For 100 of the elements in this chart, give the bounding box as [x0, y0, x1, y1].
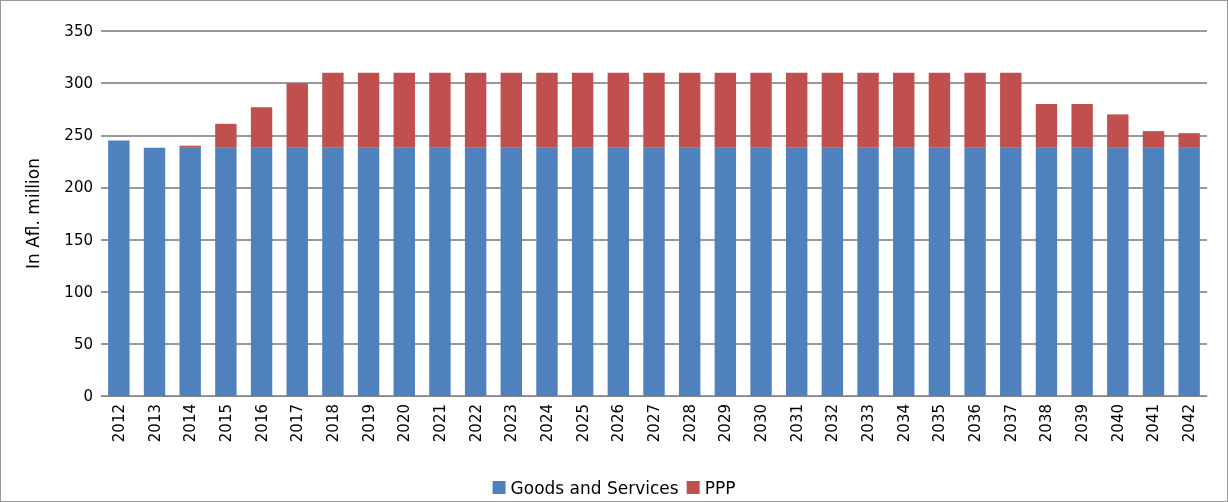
x-tick-label: 2034: [894, 404, 913, 443]
bar: [143, 147, 166, 396]
bar: [286, 147, 308, 396]
bar: [393, 147, 415, 396]
x-tick-label: 2029: [716, 404, 735, 443]
bar: [1107, 147, 1129, 396]
y-tick-label: 100: [64, 282, 93, 301]
bar: [1178, 147, 1200, 396]
bar: [357, 147, 380, 396]
bar: [857, 147, 879, 396]
x-tick-label: 2027: [645, 404, 663, 443]
x-tick-label: 2033: [859, 404, 878, 443]
x-tick-label: 2030: [752, 404, 771, 443]
x-tick-label: 2026: [609, 404, 628, 443]
x-tick-label: 2021: [430, 404, 449, 443]
bar: [714, 72, 737, 148]
bar: [179, 145, 201, 148]
bar: [678, 72, 701, 148]
bar: [893, 147, 915, 396]
bar: [1142, 131, 1165, 148]
x-tick-label: 2036: [966, 404, 985, 443]
bar: [714, 147, 737, 396]
bar: [786, 147, 808, 396]
bar: [571, 147, 594, 396]
bar: [928, 147, 951, 396]
x-tick-label: 2024: [537, 404, 556, 443]
x-tick-label: 2035: [930, 404, 949, 443]
x-tick-label: 2041: [1144, 404, 1163, 443]
bar: [429, 72, 451, 148]
bar: [250, 107, 273, 148]
bar: [821, 72, 844, 148]
x-tick-label: 2014: [181, 404, 200, 443]
x-tick-label: 2042: [1180, 404, 1199, 443]
bar: [500, 147, 522, 396]
bar: [750, 147, 772, 396]
x-tick-label: 2018: [323, 404, 342, 443]
bar: [571, 72, 594, 148]
x-tick-label: 2019: [359, 404, 378, 443]
x-tick-label: 2031: [787, 404, 806, 443]
x-tick-label: 2020: [395, 404, 414, 443]
bar: [536, 147, 558, 396]
x-tick-label: 2040: [1108, 404, 1127, 443]
bar: [1000, 72, 1022, 148]
x-tick-label: 2023: [502, 404, 521, 443]
bar: [643, 147, 665, 396]
bar: [1178, 133, 1200, 148]
bar: [928, 72, 951, 148]
x-tick-label: 2025: [573, 404, 592, 443]
bar: [1071, 104, 1093, 148]
bar: [643, 72, 665, 148]
x-tick-label: 2022: [466, 404, 485, 443]
bar: [964, 147, 986, 396]
bar: [1035, 104, 1058, 148]
bar: [108, 140, 130, 396]
bar: [464, 72, 487, 148]
bar: [607, 147, 630, 396]
bar: [1071, 147, 1093, 396]
bar: [1142, 147, 1165, 396]
bar: [536, 72, 558, 148]
y-tick-label: 0: [83, 387, 93, 405]
bar: [179, 147, 201, 396]
bar: [500, 72, 522, 148]
bar: [322, 147, 344, 396]
bar: [821, 147, 844, 396]
y-tick-label: 50: [73, 334, 93, 353]
x-tick-label: 2039: [1073, 404, 1092, 443]
bar: [1035, 147, 1058, 396]
legend-label: PPP: [704, 477, 736, 498]
bar: [286, 83, 308, 148]
bar: [1000, 147, 1022, 396]
bar: [678, 147, 701, 396]
bar: [429, 147, 451, 396]
bar: [750, 72, 772, 148]
bar: [786, 72, 808, 148]
x-tick-label: 2038: [1037, 404, 1056, 443]
y-tick-label: 200: [64, 178, 93, 197]
y-tick-label: 300: [64, 74, 93, 93]
bar: [893, 72, 915, 148]
bar: [964, 72, 986, 148]
bar: [250, 147, 273, 396]
x-tick-label: 2012: [109, 404, 128, 443]
x-tick-label: 2028: [680, 404, 699, 443]
x-tick-label: 2017: [288, 404, 307, 443]
bar: [322, 72, 344, 148]
x-tick-label: 2032: [823, 404, 842, 443]
x-tick-label: 2037: [1001, 404, 1020, 443]
y-tick-label: 350: [64, 22, 93, 40]
bar: [1107, 114, 1129, 148]
x-tick-label: 2016: [252, 404, 271, 443]
y-axis-title: In Afl. million: [22, 158, 43, 269]
bar: [393, 72, 415, 148]
legend-label: Goods and Services: [510, 477, 679, 498]
bar: [464, 147, 487, 396]
bar: [857, 72, 879, 148]
x-tick-label: 2013: [145, 404, 164, 443]
bar: [357, 72, 380, 148]
y-tick-label: 150: [64, 230, 93, 249]
bar: [607, 72, 630, 148]
bar: [215, 147, 237, 396]
y-tick-label: 250: [64, 126, 93, 145]
